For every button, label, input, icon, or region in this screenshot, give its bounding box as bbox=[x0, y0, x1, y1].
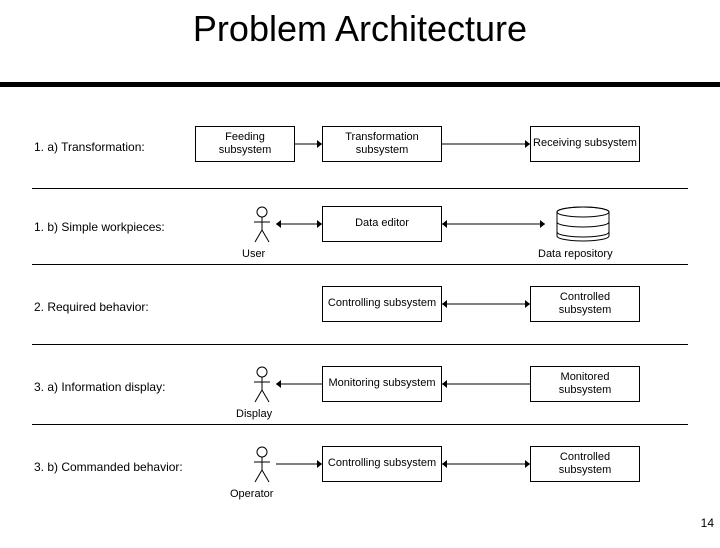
r1-box-2: Receiving subsystem bbox=[530, 126, 640, 162]
r3-box-0: Controlling subsystem bbox=[322, 286, 442, 322]
page-number: 14 bbox=[701, 516, 714, 530]
r1-box-1: Transformation subsystem bbox=[322, 126, 442, 162]
r2-database-icon bbox=[555, 206, 611, 242]
r3-divider bbox=[32, 344, 688, 345]
r5-actor-icon bbox=[250, 446, 274, 482]
r3-label: 2. Required behavior: bbox=[34, 300, 149, 314]
r1-box-0: Feeding subsystem bbox=[195, 126, 295, 162]
r4-divider bbox=[32, 424, 688, 425]
r4-actor-icon bbox=[250, 366, 274, 402]
r4-box-0: Monitoring subsystem bbox=[322, 366, 442, 402]
r2-divider bbox=[32, 264, 688, 265]
r1-divider bbox=[32, 188, 688, 189]
r2-database-caption: Data repository bbox=[538, 248, 613, 260]
r5-box-0: Controlling subsystem bbox=[322, 446, 442, 482]
r4-label: 3. a) Information display: bbox=[34, 380, 165, 394]
r4-actor-caption: Display bbox=[236, 408, 272, 420]
r2-actor-icon bbox=[250, 206, 274, 242]
r2-actor-caption: User bbox=[242, 248, 265, 260]
r2-label: 1. b) Simple workpieces: bbox=[34, 220, 165, 234]
r4-box-1: Monitored subsystem bbox=[530, 366, 640, 402]
r3-box-1: Controlled subsystem bbox=[530, 286, 640, 322]
diagram-canvas: 1. a) Transformation: Feeding subsystem Tr… bbox=[0, 8, 720, 548]
r2-box-0: Data editor bbox=[322, 206, 442, 242]
r5-label: 3. b) Commanded behavior: bbox=[34, 460, 183, 474]
r5-actor-caption: Operator bbox=[230, 488, 273, 500]
r1-label: 1. a) Transformation: bbox=[34, 140, 145, 154]
r5-box-1: Controlled subsystem bbox=[530, 446, 640, 482]
